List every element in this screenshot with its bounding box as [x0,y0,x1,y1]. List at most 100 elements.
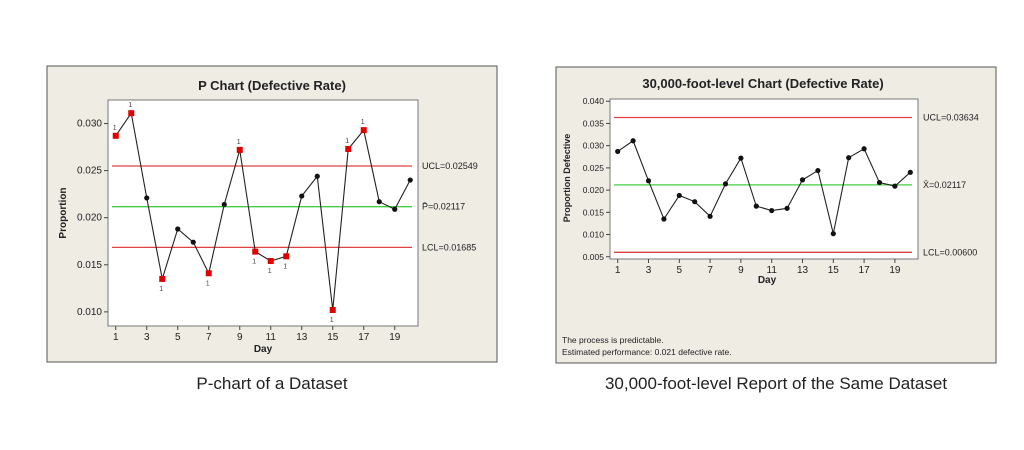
reference-line-label: P̄=0.02117 [422,202,465,212]
out-of-control-point [283,253,290,260]
out-of-control-point [267,258,274,265]
data-point [861,146,867,152]
data-line [115,111,411,311]
y-tick-label: 0.015 [77,260,102,271]
out-of-control-label: 1 [206,280,210,287]
data-point [407,177,413,183]
out-of-control-point [345,145,352,152]
plot-area [609,98,919,260]
out-of-control-point [159,275,166,282]
data-point [799,177,806,183]
x-tick-label: 7 [206,332,212,343]
y-tick-label: 0.010 [77,307,102,318]
data-point [661,216,667,222]
out-of-control-label: 1 [128,102,132,109]
data-point [676,192,682,199]
x-tick-label: 19 [889,265,901,276]
data-point [722,181,729,187]
chart-title: 30,000-foot-level Chart (Defective Rate) [642,76,883,91]
out-of-control-label: 1 [268,268,272,275]
out-of-control-label: 1 [252,259,256,266]
y-tick-label: 0.040 [583,96,605,106]
y-tick-label: 0.015 [583,207,605,217]
y-tick-label: 0.020 [583,185,605,195]
x-tick-label: 9 [738,265,744,276]
x-tick-label: 9 [237,332,243,343]
out-of-control-label: 1 [330,317,334,324]
data-point [630,138,636,144]
x-axis-label: Day [758,275,777,286]
reference-line-label: X̄=0.02117 [923,180,966,190]
process-note: The process is predictable. [562,335,664,345]
chart-2: 30,000-foot-level Chart (Defective Rate)… [555,66,997,364]
data-point [830,231,836,237]
reference-line-label: UCL=0.03634 [923,112,979,122]
out-of-control-label: 1 [113,125,117,132]
plot-area [107,99,419,327]
out-of-control-label: 1 [283,263,287,270]
process-note: Estimated performance: 0.021 defective r… [562,347,732,357]
x-tick-label: 5 [677,265,683,276]
x-tick-label: 5 [175,332,181,343]
out-of-control-point [329,306,336,313]
x-tick-label: 11 [767,265,778,276]
reference-line-label: LCL=0.01685 [422,242,476,252]
chart-title: P Chart (Defective Rate) [198,78,346,93]
x-tick-label: 17 [859,265,871,276]
data-point [221,201,227,208]
x-tick-label: 3 [144,332,150,343]
x-tick-label: 11 [266,332,277,343]
data-point [392,206,398,212]
left-caption: P-chart of a Dataset [196,374,348,393]
out-of-control-point [252,248,259,255]
data-point [815,167,821,174]
out-of-control-point [112,132,119,139]
y-tick-label: 0.035 [583,118,605,128]
out-of-control-point [236,146,243,153]
y-axis-label: Proportion [58,187,69,238]
data-point [892,183,898,189]
y-tick-label: 0.010 [583,230,605,240]
x-tick-label: 13 [797,265,809,276]
right-caption: 30,000-foot-level Report of the Same Dat… [604,374,948,393]
out-of-control-label: 1 [159,286,163,293]
x-tick-label: 1 [615,265,621,276]
data-point [753,203,759,209]
out-of-control-label: 1 [345,138,349,145]
y-tick-label: 0.025 [77,166,102,177]
data-point [190,239,196,245]
x-tick-label: 19 [389,332,401,343]
x-tick-label: 13 [296,332,308,343]
data-point [144,195,150,201]
out-of-control-point [205,270,212,277]
data-point [876,179,883,186]
out-of-control-point [360,127,367,134]
data-point [846,155,852,161]
data-point [299,193,305,199]
data-point [314,173,320,179]
data-point [175,226,181,232]
x-tick-label: 3 [646,265,652,276]
x-tick-label: 15 [828,265,840,276]
data-point [376,199,382,205]
data-point [707,213,713,219]
data-point [692,199,698,205]
data-line [617,139,911,234]
data-point [769,207,775,214]
out-of-control-label: 1 [361,119,365,126]
x-axis-label: Day [254,344,273,355]
reference-line-label: UCL=0.02549 [422,161,478,171]
x-tick-label: 15 [327,332,339,343]
out-of-control-label: 1 [237,139,241,146]
data-point [738,155,744,161]
y-tick-label: 0.030 [77,119,102,130]
y-tick-label: 0.025 [583,163,605,173]
y-tick-label: 0.005 [583,252,605,262]
y-tick-label: 0.020 [77,213,102,224]
data-point [784,205,790,211]
data-point [645,178,652,184]
out-of-control-point [128,110,135,117]
reference-line-label: LCL=0.00600 [923,247,977,257]
x-tick-label: 1 [113,332,119,343]
